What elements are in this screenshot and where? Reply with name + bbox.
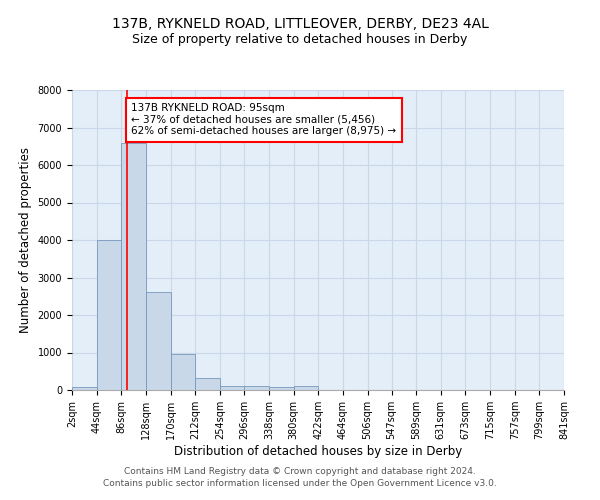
Bar [97, 240, 121, 390]
Bar [146, 292, 170, 390]
Text: Contains public sector information licensed under the Open Government Licence v3: Contains public sector information licen… [103, 478, 497, 488]
Text: Contains HM Land Registry data © Crown copyright and database right 2024.: Contains HM Land Registry data © Crown c… [124, 467, 476, 476]
Bar [72, 387, 97, 390]
Text: 137B RYKNELD ROAD: 95sqm
← 37% of detached houses are smaller (5,456)
62% of sem: 137B RYKNELD ROAD: 95sqm ← 37% of detach… [131, 103, 397, 136]
Text: Size of property relative to detached houses in Derby: Size of property relative to detached ho… [133, 32, 467, 46]
Bar [293, 386, 318, 390]
Bar [220, 386, 244, 390]
Bar [195, 378, 220, 390]
Text: 137B, RYKNELD ROAD, LITTLEOVER, DERBY, DE23 4AL: 137B, RYKNELD ROAD, LITTLEOVER, DERBY, D… [112, 18, 488, 32]
X-axis label: Distribution of detached houses by size in Derby: Distribution of detached houses by size … [174, 445, 462, 458]
Y-axis label: Number of detached properties: Number of detached properties [19, 147, 32, 333]
Bar [121, 142, 146, 390]
Bar [244, 386, 269, 390]
Bar [170, 354, 195, 390]
Bar [269, 387, 293, 390]
